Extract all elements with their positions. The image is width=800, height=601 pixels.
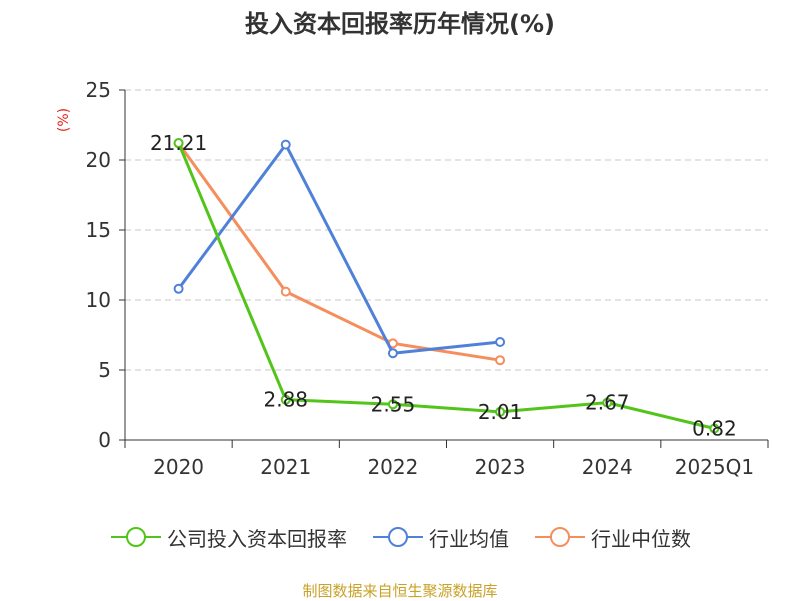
data-label: 21.21	[150, 131, 207, 155]
data-point	[173, 138, 184, 149]
legend-marker	[373, 527, 423, 547]
y-tick-label: 0	[98, 428, 111, 452]
data-label: 2.55	[371, 392, 416, 416]
legend-marker	[111, 527, 161, 547]
legend-marker	[535, 527, 585, 547]
data-point	[280, 286, 291, 297]
data-label: 2.88	[263, 388, 308, 412]
legend-item[interactable]: 公司投入资本回报率	[109, 523, 347, 552]
x-tick-label: 2020	[153, 455, 204, 479]
x-tick-label: 2021	[260, 455, 311, 479]
legend-item[interactable]: 行业中位数	[533, 523, 691, 552]
x-tick-label: 2024	[582, 455, 633, 479]
y-tick-label: 25	[86, 78, 111, 102]
data-point	[280, 139, 291, 150]
data-point	[495, 337, 506, 347]
y-tick-label: 10	[86, 288, 111, 312]
y-tick-label: 20	[86, 148, 111, 172]
x-tick-label: 2022	[367, 455, 418, 479]
data-point	[709, 423, 720, 434]
data-point	[173, 283, 184, 294]
legend-label: 公司投入资本回报率	[167, 526, 347, 551]
line-chart: 0 5 10 15 20 25 2020 2021 2022 2023 2024 2025Q1 21.2…	[86, 78, 769, 479]
y-tick-label: 5	[98, 358, 111, 382]
data-point	[387, 348, 398, 359]
y-tick-label: 15	[86, 218, 111, 242]
data-source-note: 制图数据来自恒生聚源数据库	[302, 582, 498, 600]
data-point	[602, 397, 613, 408]
data-label: 0.82	[692, 417, 737, 441]
data-point	[387, 399, 398, 410]
x-tick-label: 2023	[475, 455, 526, 479]
legend-label: 行业中位数	[591, 526, 691, 551]
chart-legend: 公司投入资本回报率 行业均值 行业中位数	[0, 520, 800, 554]
data-point	[280, 394, 291, 405]
legend-label: 行业均值	[429, 526, 509, 551]
chart-title: 投入资本回报率历年情况(%)	[245, 10, 555, 38]
legend-item[interactable]: 行业均值	[371, 523, 509, 552]
series-line	[177, 142, 715, 430]
series-line	[177, 143, 501, 355]
data-label: 2.67	[585, 391, 630, 415]
x-tick-label: 2025Q1	[675, 455, 754, 479]
data-label: 2.01	[478, 400, 523, 424]
data-point	[495, 355, 506, 366]
data-point	[495, 406, 506, 417]
